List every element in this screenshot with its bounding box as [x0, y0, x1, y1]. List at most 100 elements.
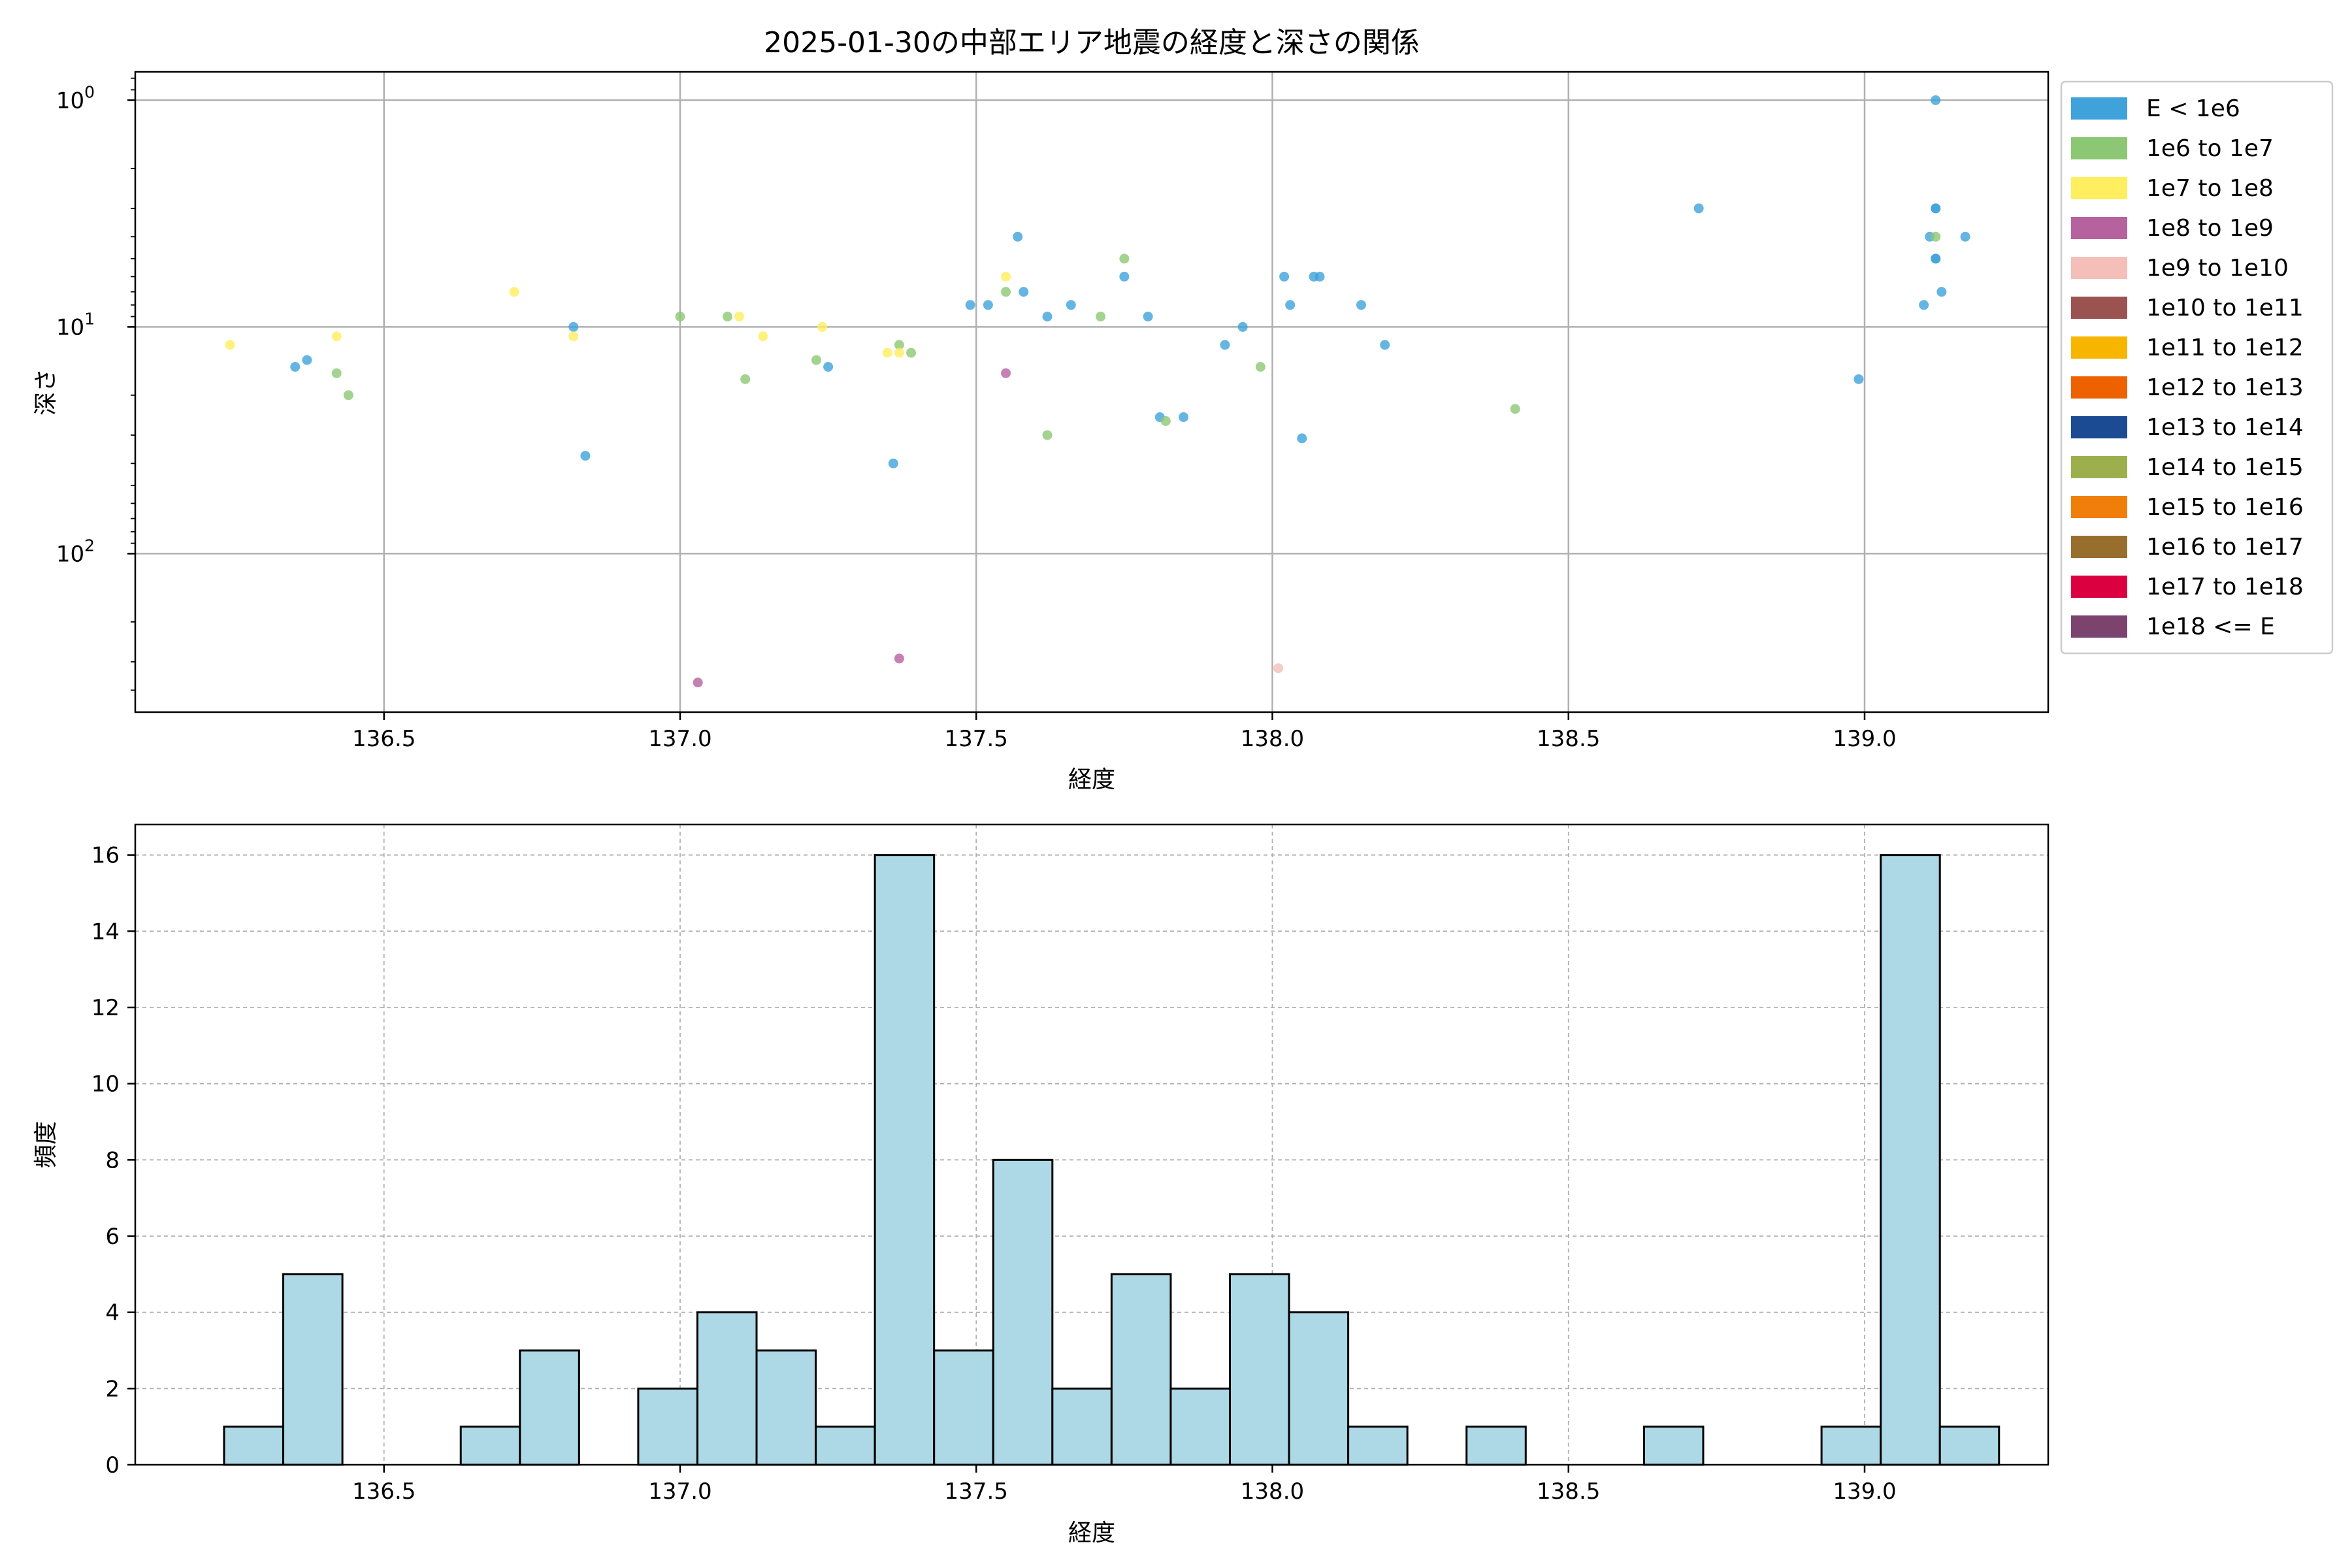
histogram-bar [282, 1273, 344, 1466]
scatter-point [1854, 374, 1864, 384]
legend-items: E < 1e6 1e6 to 1e7 1e7 to 1e8 1e8 to 1e9 1e9… [2071, 95, 2304, 640]
scatter-x-tick-label: 137.0 [648, 726, 711, 752]
legend-swatch [2071, 137, 2127, 159]
scatter-title: 2025-01-30の中部エリア地震の経度と深さの関係 [764, 26, 1420, 59]
scatter-point [1119, 271, 1130, 282]
scatter-y-tick-label: 102 [56, 536, 95, 567]
scatter-x-tick-label: 136.5 [352, 726, 416, 752]
scatter-x-tick-label: 138.5 [1537, 726, 1600, 752]
scatter-point [758, 331, 768, 342]
histogram-bar [223, 1426, 285, 1466]
histogram-bar [992, 1158, 1054, 1466]
legend-swatch [2071, 576, 2127, 598]
scatter-point [882, 348, 892, 358]
scatter-point [888, 458, 898, 468]
histogram-bar [755, 1349, 817, 1466]
legend-label: 1e17 to 1e18 [2146, 574, 2304, 600]
legend: E < 1e6 1e6 to 1e7 1e7 to 1e8 1e8 to 1e9 1e9… [2060, 80, 2334, 655]
histogram-x-tick-label: 137.0 [648, 1478, 711, 1505]
histogram-x-tick-label: 137.5 [945, 1478, 1008, 1505]
scatter-point [1001, 287, 1011, 297]
histogram-x-tick-label: 136.5 [352, 1478, 416, 1505]
legend-swatch [2071, 217, 2127, 239]
scatter-point [1315, 271, 1325, 282]
scatter-point [675, 312, 685, 322]
scatter-grid [135, 72, 2048, 712]
scatter-point [1936, 287, 1947, 297]
histogram-bar [1880, 854, 1941, 1466]
legend-label: E < 1e6 [2146, 95, 2240, 122]
legend-label: 1e10 to 1e11 [2146, 295, 2304, 321]
scatter-point [823, 362, 834, 372]
histogram-y-axis-label: 頻度 [33, 1121, 59, 1168]
histogram-y-tick-label: 6 [105, 1224, 120, 1250]
scatter-point [894, 348, 904, 358]
scatter-y-ticks: 100 101 102 [56, 77, 135, 691]
scatter-y-tick-label: 100 [56, 82, 95, 114]
histogram-panel: 136.5 137.0 137.5 138.0 138.5 139.0 0 2 4 6 8 10 12… [33, 823, 2050, 1546]
scatter-x-tick-label: 139.0 [1833, 726, 1896, 752]
scatter-point [1919, 300, 1929, 310]
legend-swatch [2071, 456, 2127, 478]
legend-label: 1e15 to 1e16 [2146, 494, 2304, 521]
scatter-point [1510, 404, 1520, 414]
histogram-y-tick-label: 8 [105, 1147, 120, 1173]
scatter-axes-frame [134, 71, 2050, 713]
scatter-point [1001, 271, 1011, 282]
scatter-point [1001, 368, 1011, 378]
scatter-point [1380, 340, 1390, 350]
histogram-bar [1347, 1426, 1409, 1466]
legend-label: 1e9 to 1e10 [2146, 255, 2289, 282]
scatter-point [331, 368, 342, 378]
histogram-y-tick-label: 12 [91, 995, 120, 1021]
legend-swatch [2071, 297, 2127, 319]
scatter-point [1066, 300, 1076, 310]
scatter-point [1931, 95, 1941, 105]
scatter-point [1119, 253, 1130, 264]
scatter-point [1237, 321, 1248, 332]
scatter-x-tick-label: 137.5 [945, 726, 1008, 752]
scatter-point [1042, 430, 1053, 440]
scatter-point [1931, 231, 1941, 242]
histogram-bar [459, 1426, 521, 1466]
histogram-y-tick-label: 10 [91, 1071, 120, 1098]
legend-swatch [2071, 416, 2127, 438]
scatter-point [1931, 203, 1941, 214]
scatter-point [1019, 287, 1029, 297]
histogram-bar [1938, 1426, 2001, 1466]
scatter-point [894, 340, 904, 350]
histogram-bar [637, 1387, 698, 1466]
scatter-point [983, 300, 993, 310]
scatter-point [343, 390, 353, 400]
legend-label: 1e16 to 1e17 [2146, 534, 2304, 561]
histogram-axes-frame [134, 823, 2050, 1466]
histogram-axes-background [135, 825, 2048, 1465]
legend-label: 1e13 to 1e14 [2146, 414, 2304, 441]
scatter-point [894, 653, 904, 664]
scatter-axes-background [135, 72, 2048, 712]
histogram-bar [519, 1349, 580, 1466]
scatter-point [580, 451, 591, 461]
histogram-y-tick-label: 14 [91, 919, 120, 945]
histogram-grid [135, 825, 2048, 1465]
legend-swatch [2071, 97, 2127, 120]
legend-frame [2060, 80, 2334, 655]
scatter-point [965, 300, 975, 310]
scatter-point [1273, 663, 1284, 674]
scatter-point [817, 321, 828, 332]
scatter-x-tick-label: 138.0 [1241, 726, 1304, 752]
scatter-point [1220, 340, 1230, 350]
scatter-point [568, 321, 579, 332]
scatter-point [302, 355, 312, 365]
scatter-point [331, 331, 342, 342]
histogram-bar [1051, 1387, 1113, 1466]
histogram-bar [1110, 1273, 1172, 1466]
histogram-x-tick-label: 139.0 [1833, 1478, 1896, 1505]
histogram-bar [874, 854, 936, 1466]
scatter-x-ticks: 136.5 137.0 137.5 138.0 138.5 139.0 [352, 712, 1897, 752]
scatter-y-axis-label: 深さ [33, 368, 59, 416]
legend-label: 1e7 to 1e8 [2146, 175, 2274, 202]
legend-label: 1e14 to 1e15 [2146, 454, 2304, 481]
histogram-bar [1228, 1273, 1290, 1466]
